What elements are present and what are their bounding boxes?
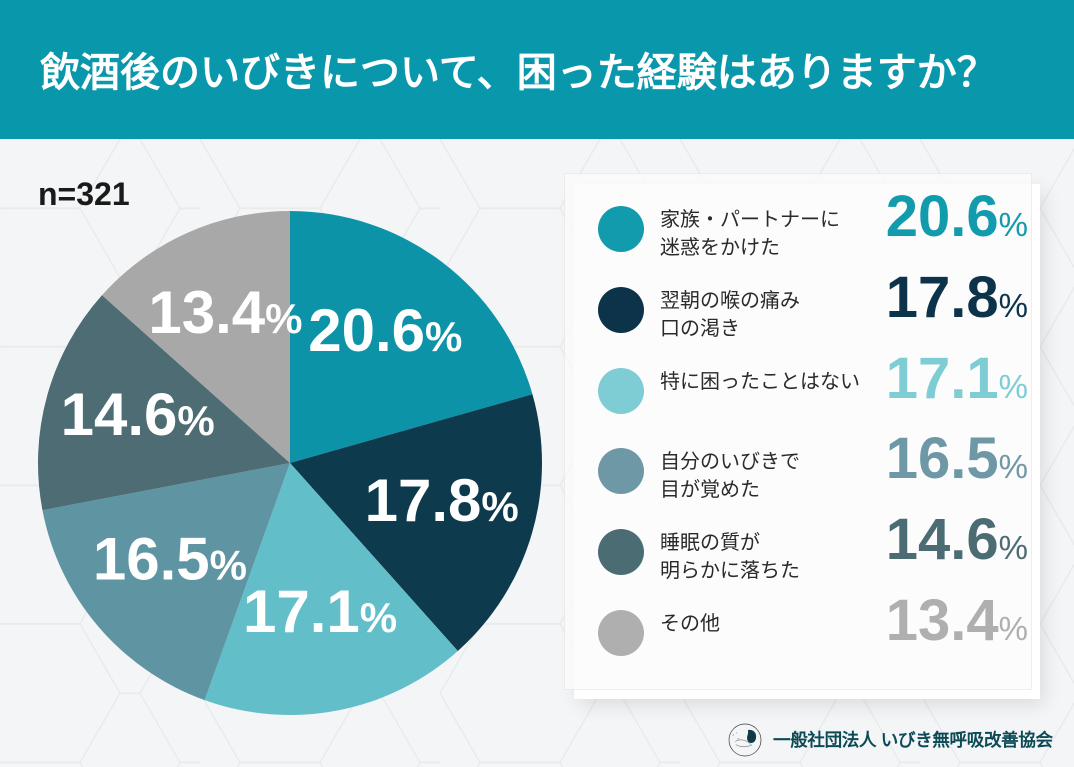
svg-text:一般社団法人 いびき無呼吸改善協会: 一般社団法人 いびき無呼吸改善協会 xyxy=(773,730,1054,750)
svg-text:z: z xyxy=(736,731,738,734)
svg-text:z: z xyxy=(733,733,735,737)
